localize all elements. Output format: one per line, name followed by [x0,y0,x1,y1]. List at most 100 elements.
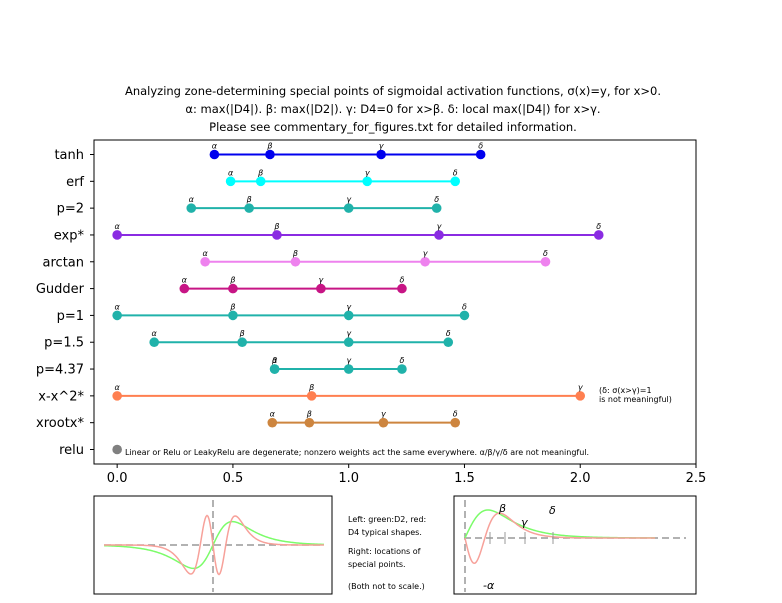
point-label-4-1: β [292,249,298,258]
point-label-1-3: δ [453,168,458,177]
x-tick-label-4: 2.0 [570,471,591,486]
point-label-8-0: α [272,356,278,365]
point-6-1 [228,310,238,321]
note-left-1: Left: green:D2, red: [348,515,426,524]
point-label-2-3: δ [434,195,439,204]
point-6-0 [112,310,122,321]
inset-right-frame [453,495,697,595]
point-5-0 [179,283,190,294]
point-label-3-1: β [273,222,279,231]
series-8: αβ γ δ [269,356,407,374]
y-tick-label-7: p=1.5 [44,336,84,351]
inset-left-frame [93,495,333,595]
point-1-0 [225,176,236,187]
point-10-2 [378,417,389,428]
point-label-5-3: δ [399,276,404,285]
point-label-5-1: β [229,276,235,285]
point-label-0-2: γ [379,142,385,151]
point-label-8-3: δ [399,356,404,365]
point-7-3 [443,337,454,348]
point-label-7-0: α [152,329,158,338]
point-5-1 [228,283,238,294]
point-5-2 [316,283,326,294]
point-11-0 [112,444,122,455]
y-tick-label-4: arctan [43,255,84,270]
series-group: α β γ δα β γ δα β γ δα β γ δα β γ δα β γ δα β γ δα β γ δαβ γ δα β γα… [112,142,604,455]
plot-frame [93,139,697,465]
point-2-0 [186,203,197,213]
point-label-1-0: α [228,168,234,177]
point-label-4-0: α [202,249,208,258]
point-3-3 [593,230,604,240]
inset-left [93,495,333,595]
label-beta: β [498,502,506,515]
point-label-10-3: δ [453,410,458,419]
point-label-10-0: α [270,410,276,419]
point-8-2 [343,364,354,374]
point-label-3-0: α [115,222,121,231]
point-1-3 [450,176,461,187]
series-4: α β γ δ [200,249,551,267]
point-label-2-0: α [189,195,195,204]
point-1-2 [362,176,373,187]
x-axis: 0.0 0.5 1.0 1.5 2.0 2.5 [107,464,706,486]
point-5-3 [397,283,407,294]
y-tick-label-1: erf [66,175,84,190]
point-label-2-2: γ [346,195,352,204]
point-4-0 [200,256,210,267]
note-left-2: D4 typical shapes. [348,528,422,537]
label-minus-alpha: -α [483,579,495,592]
x-tick-label-2: 1.0 [338,471,359,486]
point-label-7-1: β [239,329,245,338]
point-10-3 [450,417,461,428]
label-delta: δ [549,504,556,517]
point-0-3 [475,149,486,160]
xx2-note-line-2: is not meaningful) [599,395,672,404]
point-0-1 [265,149,275,160]
point-2-3 [431,203,442,213]
point-4-3 [540,256,551,267]
x-tick-label-0: 0.0 [107,471,128,486]
point-label-6-3: δ [462,302,467,311]
point-label-0-3: δ [478,142,483,151]
y-tick-label-10: xrootx* [36,416,84,431]
point-0-2 [376,149,386,160]
point-label-5-0: α [182,276,188,285]
note-scale: (Both not to scale.) [348,582,425,591]
y-tick-label-5: Gudder [36,282,85,297]
point-label-8-2: γ [346,356,352,365]
point-10-0 [267,417,278,428]
d4-curve-right [464,512,655,565]
y-tick-label-9: x-x^2* [38,389,84,404]
series-6: α β γ δ [112,302,470,321]
point-label-10-2: γ [381,410,387,419]
point-label-1-1: β [257,168,263,177]
y-axis: tanh erf p=2 exp* arctan Gudder p=1 p=1.5 p=4.37… [36,148,94,458]
y-tick-label-2: p=2 [57,202,84,217]
point-4-1 [290,256,301,267]
point-label-6-2: γ [346,302,352,311]
point-label-4-2: γ [423,249,429,258]
point-label-2-1: β [246,195,252,204]
point-6-3 [459,310,470,321]
y-tick-label-8: p=4.37 [36,363,84,378]
point-4-2 [420,256,430,267]
y-tick-label-3: exp* [54,228,85,243]
point-6-2 [343,310,354,321]
point-label-7-3: δ [446,329,451,338]
point-label-6-0: α [115,302,121,311]
point-label-9-2: γ [578,383,584,392]
point-9-0 [112,391,122,401]
point-label-3-2: γ [437,222,443,231]
title-line-3: Please see commentary_for_figures.txt fo… [209,120,577,134]
series-5: α β γ δ [179,276,407,294]
series-3: α β γ δ [112,222,604,240]
xx2-note-line-1: (δ: σ(x>γ)=1 [599,386,652,395]
point-label-1-2: γ [365,168,371,177]
chart-title: Analyzing zone-determining special point… [125,84,661,134]
x-tick-label-1: 0.5 [223,471,244,486]
special-point-ticks [489,532,554,544]
series-1: α β γ δ [225,168,461,187]
